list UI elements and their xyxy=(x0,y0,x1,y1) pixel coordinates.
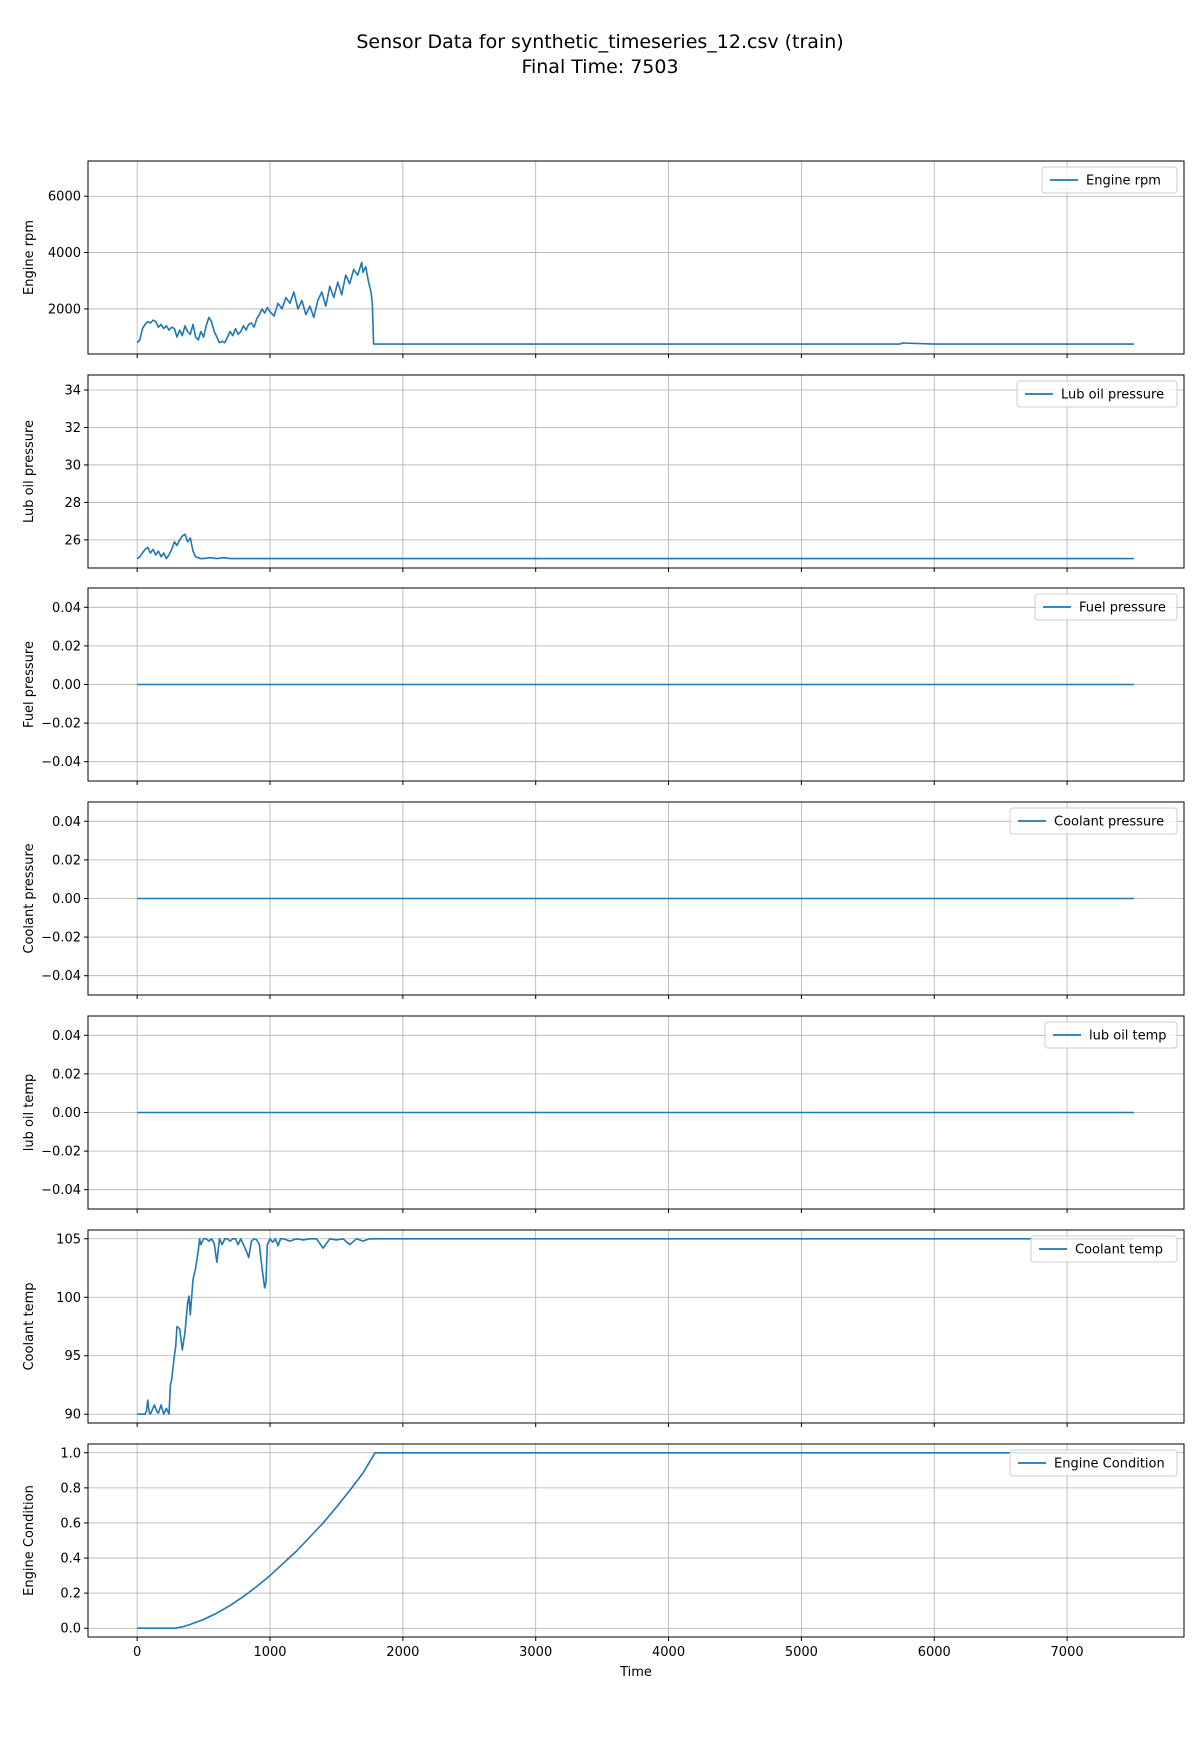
legend-label: Coolant temp xyxy=(1075,1243,1163,1258)
axes-frame xyxy=(87,1229,1185,1424)
y-tick-label: 0.2 xyxy=(60,1587,81,1602)
y-tick-label: 0.04 xyxy=(52,815,81,830)
legend-label: lub oil temp xyxy=(1089,1029,1167,1044)
x-tick-label: 4000 xyxy=(652,1645,685,1660)
y-axis-label: Coolant pressure xyxy=(22,843,37,953)
y-tick-label: 0.02 xyxy=(52,1067,81,1082)
axes-frame xyxy=(87,160,1185,355)
figure-title: Sensor Data for synthetic_timeseries_12.… xyxy=(0,30,1200,80)
y-tick-label: 95 xyxy=(64,1349,81,1364)
y-tick-label: 105 xyxy=(56,1232,81,1247)
subplot-coolant-temp: 90 95 100 105 Coolant temp Coolant temp xyxy=(22,1229,1185,1427)
y-tick-label: 34 xyxy=(64,383,81,398)
series-line-engine-rpm xyxy=(136,261,1134,345)
axes-frame xyxy=(87,1443,1185,1638)
y-tick-label: 30 xyxy=(64,458,81,473)
figure-title-line-2: Final Time: 7503 xyxy=(521,56,679,78)
subplot-coolant-pressure: −0.04 −0.02 0.00 0.02 0.04 Coolant pressure Co… xyxy=(22,801,1185,999)
y-tick-label: −0.02 xyxy=(41,931,81,946)
y-tick-label: 0.00 xyxy=(52,678,81,693)
y-tick-label: 32 xyxy=(64,421,81,436)
x-tick-label: 3000 xyxy=(519,1645,552,1660)
y-tick-label: 0.4 xyxy=(60,1552,81,1567)
legend-box xyxy=(1034,593,1178,621)
y-axis-label: Coolant temp xyxy=(22,1282,37,1370)
axes-frame xyxy=(87,374,1185,569)
series-line-coolant-temp xyxy=(137,1238,1134,1415)
y-tick-label: 0.00 xyxy=(52,892,81,907)
legend-label: Coolant pressure xyxy=(1054,815,1164,830)
legend-box xyxy=(1030,1235,1178,1263)
figure-title-line-1: Sensor Data for synthetic_timeseries_12.… xyxy=(356,31,844,53)
y-axis-label: Engine Condition xyxy=(22,1485,37,1596)
legend-box xyxy=(1041,166,1178,194)
x-tick-label: 6000 xyxy=(918,1645,951,1660)
legend-label: Engine Condition xyxy=(1054,1457,1165,1472)
legend: Engine rpm xyxy=(1041,166,1178,194)
subplot-engine-condition: 0.0 0.2 0.4 0.6 0.8 1.0 0 1000 2000 3000 4000 5000 6… xyxy=(22,1443,1185,1660)
legend-box xyxy=(1009,807,1178,835)
subplot-engine-rpm: 2000 4000 6000 Engine rpm Engine rpm xyxy=(22,160,1185,358)
legend-label: Engine rpm xyxy=(1086,174,1161,189)
y-tick-label: 4000 xyxy=(48,246,81,261)
x-tick-label: 7000 xyxy=(1051,1645,1084,1660)
y-tick-label: 0.00 xyxy=(52,1106,81,1121)
y-tick-label: 90 xyxy=(64,1408,81,1423)
legend: Fuel pressure xyxy=(1034,593,1178,621)
y-tick-label: −0.02 xyxy=(41,717,81,732)
y-tick-label: −0.04 xyxy=(41,969,81,984)
subplot-lub-oil-pressure: 26 28 30 32 34 Lub oil pressure Lub oil pressu… xyxy=(22,374,1185,572)
y-tick-label: −0.02 xyxy=(41,1145,81,1160)
x-tick-label: 1000 xyxy=(253,1645,286,1660)
subplot-lub-oil-temp: −0.04 −0.02 0.00 0.02 0.04 lub oil temp lub oi… xyxy=(22,1015,1185,1213)
y-tick-label: −0.04 xyxy=(41,1183,81,1198)
y-tick-label: 0.8 xyxy=(60,1481,81,1496)
y-tick-label: 0.02 xyxy=(52,639,81,654)
legend: Coolant temp xyxy=(1030,1235,1178,1263)
y-tick-label: 2000 xyxy=(48,302,81,317)
legend-box xyxy=(1009,1449,1178,1477)
y-tick-label: 0.0 xyxy=(60,1622,81,1637)
y-tick-label: 28 xyxy=(64,496,81,511)
legend: Lub oil pressure xyxy=(1016,380,1178,408)
y-axis-label: Lub oil pressure xyxy=(22,420,37,523)
y-tick-label: 0.6 xyxy=(60,1516,81,1531)
y-tick-label: 6000 xyxy=(48,190,81,205)
y-tick-label: −0.04 xyxy=(41,755,81,770)
y-axis-label: Fuel pressure xyxy=(22,641,37,728)
legend: Engine Condition xyxy=(1009,1449,1178,1477)
legend-box xyxy=(1044,1021,1178,1049)
legend-box xyxy=(1016,380,1178,408)
legend-label: Lub oil pressure xyxy=(1061,388,1164,403)
x-tick-label: 2000 xyxy=(386,1645,419,1660)
y-tick-label: 0.04 xyxy=(52,1029,81,1044)
series-line-engine-condition xyxy=(137,1452,1134,1629)
y-tick-label: 0.04 xyxy=(52,601,81,616)
x-tick-label: 0 xyxy=(133,1645,141,1660)
series-line-lub-oil-pressure xyxy=(136,533,1134,560)
y-axis-label: Engine rpm xyxy=(22,220,37,295)
subplot-fuel-pressure: −0.04 −0.02 0.00 0.02 0.04 Fuel pressure Fuel … xyxy=(22,587,1185,785)
y-tick-label: 100 xyxy=(56,1291,81,1306)
x-axis-label: Time xyxy=(619,1665,652,1680)
legend: Coolant pressure xyxy=(1009,807,1178,835)
y-tick-label: 1.0 xyxy=(60,1446,81,1461)
x-tick-label: 5000 xyxy=(785,1645,818,1660)
legend-label: Fuel pressure xyxy=(1079,601,1166,616)
y-tick-label: 26 xyxy=(64,533,81,548)
legend: lub oil temp xyxy=(1044,1021,1178,1049)
y-tick-label: 0.02 xyxy=(52,853,81,868)
y-axis-label: lub oil temp xyxy=(22,1074,37,1152)
